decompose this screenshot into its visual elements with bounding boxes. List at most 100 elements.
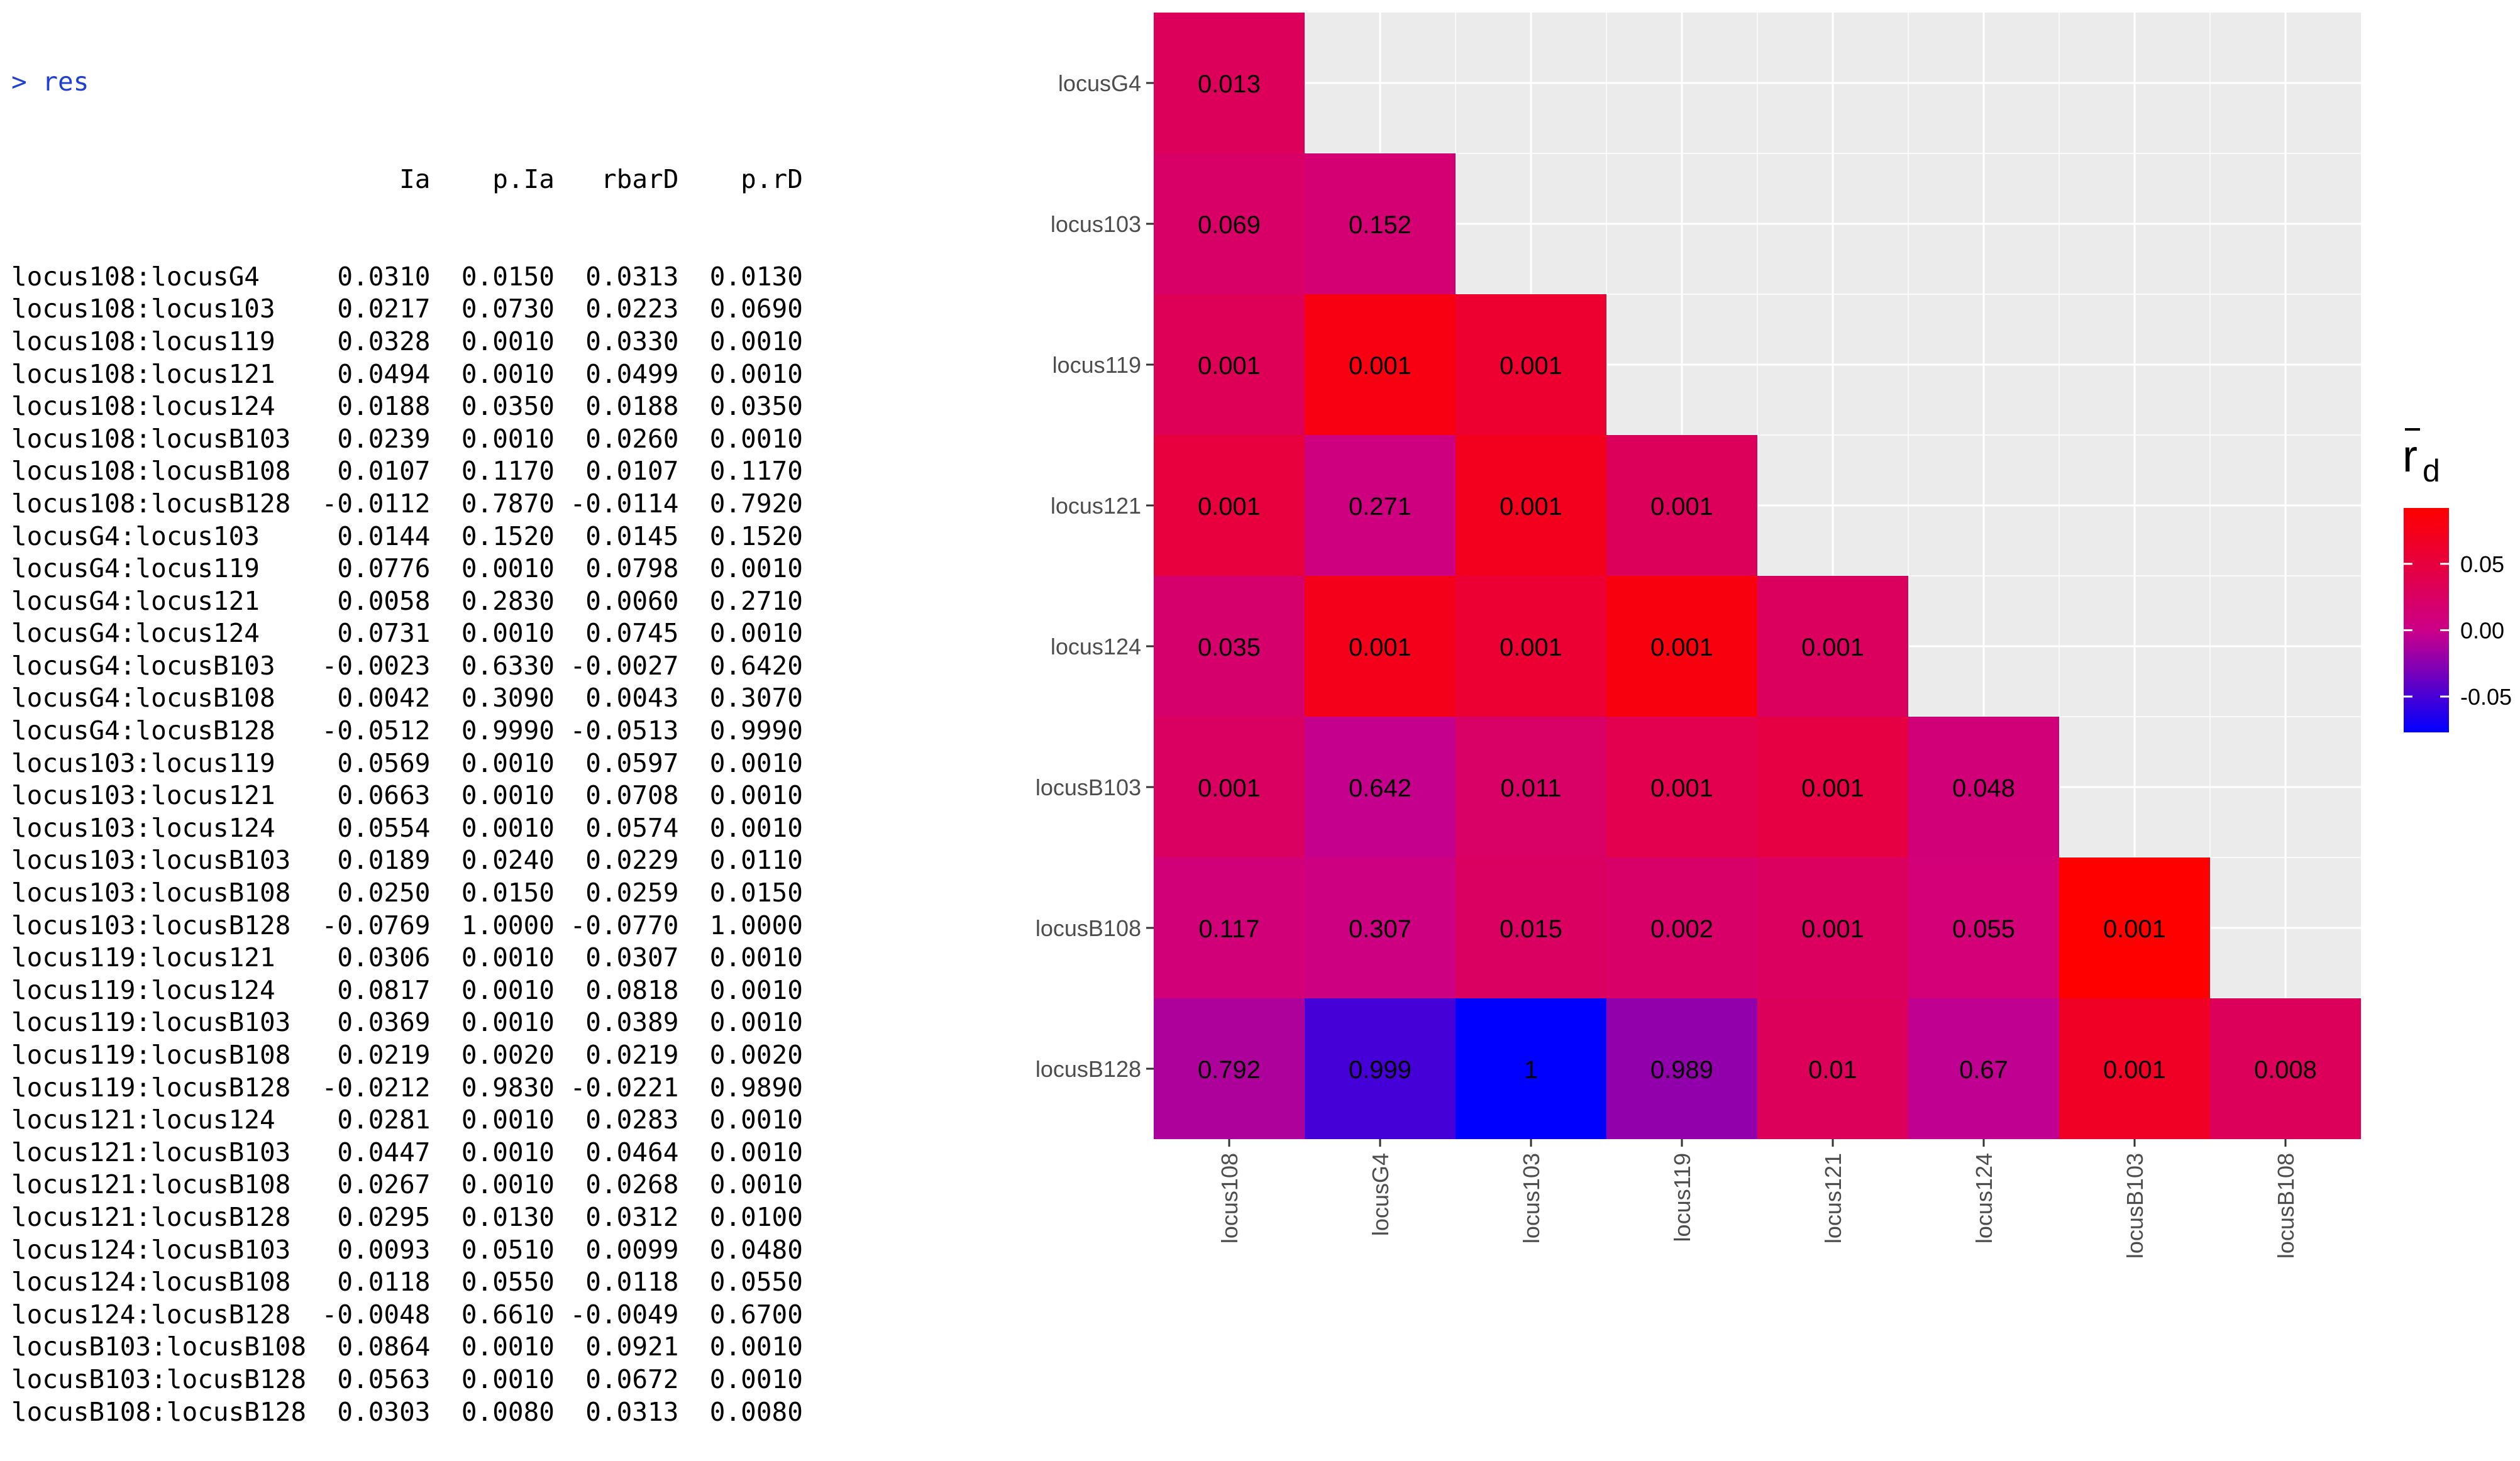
cell-label: 0.001 [1349, 352, 1412, 380]
heatmap-cell [1305, 576, 1456, 717]
table-row: locusG4:locus119 0.0776 0.0010 0.0798 0.… [11, 553, 803, 584]
heatmap-cell [2059, 857, 2210, 998]
table-row: locus108:locus124 0.0188 0.0350 0.0188 0… [11, 391, 803, 422]
table-row: locus108:locusG4 0.0310 0.0150 0.0313 0.… [11, 261, 803, 292]
cell-label: 0.01 [1808, 1056, 1857, 1084]
table-row: locus119:locus121 0.0306 0.0010 0.0307 0… [11, 942, 803, 973]
cell-label: 0.013 [1198, 70, 1261, 98]
cell-label: 0.002 [1650, 915, 1713, 943]
cell-label: 0.792 [1198, 1056, 1261, 1084]
table-row: locus103:locusB128 -0.0769 1.0000 -0.077… [11, 910, 803, 940]
heatmap-cell [1757, 857, 1908, 998]
x-tick-label: locusB103 [2122, 1153, 2148, 1259]
cell-label: 0.001 [1198, 352, 1261, 380]
heatmap-cell [1456, 717, 1606, 857]
table-row: locus103:locus121 0.0663 0.0010 0.0708 0… [11, 780, 803, 811]
legend-title-subscript: d [2423, 453, 2440, 488]
legend-tick-label: -0.05 [2460, 684, 2512, 710]
legend-tick-label: 0.05 [2460, 551, 2504, 577]
cell-label: 0.001 [1500, 634, 1562, 661]
heatmap-cell [1154, 13, 1305, 153]
cell-label: 0.989 [1650, 1056, 1713, 1084]
cell-label: 0.67 [1959, 1056, 2008, 1084]
cell-label: 0.307 [1349, 915, 1412, 943]
y-tick-label: locusB108 [1036, 915, 1141, 941]
table-row: locus119:locusB108 0.0219 0.0020 0.0219 … [11, 1040, 803, 1070]
x-tick-label: locusB108 [2273, 1153, 2299, 1259]
heatmap-cell [1456, 294, 1606, 435]
table-row: locus121:locusB103 0.0447 0.0010 0.0464 … [11, 1137, 803, 1167]
table-row: locus108:locusB103 0.0239 0.0010 0.0260 … [11, 423, 803, 454]
cell-label: 0.001 [1650, 634, 1713, 661]
table-row: locus124:locusB128 -0.0048 0.6610 -0.004… [11, 1299, 803, 1330]
table-row: locus103:locusB103 0.0189 0.0240 0.0229 … [11, 845, 803, 876]
table-row: locus108:locusB128 -0.0112 0.7870 -0.011… [11, 488, 803, 519]
table-row: locus108:locus103 0.0217 0.0730 0.0223 0… [11, 294, 803, 324]
heatmap-cell [1908, 998, 2059, 1139]
y-tick-label: locus119 [1053, 352, 1141, 378]
cell-label: 0.642 [1349, 775, 1412, 802]
cell-label: 0.152 [1349, 211, 1412, 239]
heatmap-cell [1305, 294, 1456, 435]
x-tick-label: locus124 [1971, 1153, 1997, 1243]
table-row: locus103:locus119 0.0569 0.0010 0.0597 0… [11, 747, 803, 778]
cell-label: 0.001 [1349, 634, 1412, 661]
heatmap-cell [1154, 998, 1305, 1139]
table-row: locus119:locusB103 0.0369 0.0010 0.0389 … [11, 1007, 803, 1038]
heatmap-cell [1606, 576, 1757, 717]
cell-label: 0.271 [1349, 493, 1412, 521]
heatmap-cell [1154, 294, 1305, 435]
cell-label: 0.001 [1198, 775, 1261, 802]
cell-label: 0.008 [2254, 1056, 2317, 1084]
heatmap-cell [1908, 857, 2059, 998]
cell-label: 0.048 [1952, 775, 2015, 802]
r-console-output: > res Ia p.Ia rbarD p.rD locus108:locusG… [11, 1, 954, 1426]
cell-label: 0.001 [1500, 493, 1562, 521]
table-row: locus124:locusB108 0.0118 0.0550 0.0118 … [11, 1267, 803, 1298]
heatmap-cell [1757, 576, 1908, 717]
heatmap-cell [1456, 998, 1606, 1139]
y-tick-label: locusB103 [1036, 775, 1141, 800]
table-row: locusG4:locus121 0.0058 0.2830 0.0060 0.… [11, 585, 803, 616]
cell-label: 0.035 [1198, 634, 1261, 661]
table-row: locus108:locus119 0.0328 0.0010 0.0330 0… [11, 326, 803, 356]
x-tick-label: locus108 [1217, 1153, 1242, 1243]
table-row: locusG4:locusB128 -0.0512 0.9990 -0.0513… [11, 715, 803, 746]
x-tick-label: locusG4 [1368, 1153, 1393, 1236]
heatmap-cell [1606, 717, 1757, 857]
y-tick-label: locusG4 [1058, 70, 1141, 96]
heatmap-cell [1606, 435, 1757, 576]
table-row: locus108:locusB108 0.0107 0.1170 0.0107 … [11, 456, 803, 487]
cell-label: 0.011 [1500, 775, 1561, 802]
cell-label: 0.001 [1801, 634, 1864, 661]
heatmap-cell [1305, 153, 1456, 294]
x-tick-label: locus103 [1518, 1153, 1544, 1243]
table-header: Ia p.Ia rbarD p.rD [11, 163, 803, 194]
table-row: locus121:locus124 0.0281 0.0010 0.0283 0… [11, 1105, 803, 1135]
legend-title: r [2402, 431, 2418, 482]
console-prompt: > res [11, 67, 89, 97]
cell-label: 0.015 [1500, 915, 1562, 943]
x-tick-label: locus121 [1820, 1153, 1846, 1243]
table-row: locus119:locusB128 -0.0212 0.9830 -0.022… [11, 1072, 803, 1103]
table-row: locus103:locus124 0.0554 0.0010 0.0574 0… [11, 812, 803, 843]
cell-label: 1 [1524, 1056, 1538, 1084]
table-row: locusB108:locusB128 0.0303 0.0080 0.0313… [11, 1396, 803, 1427]
heatmap-cell [1456, 857, 1606, 998]
heatmap-cell [1154, 857, 1305, 998]
heatmap-cell [1305, 857, 1456, 998]
table-row: locus103:locusB108 0.0250 0.0150 0.0259 … [11, 878, 803, 908]
cell-label: 0.001 [1650, 775, 1713, 802]
heatmap-cell [2059, 998, 2210, 1139]
cell-label: 0.999 [1349, 1056, 1412, 1084]
heatmap-cell [1757, 998, 1908, 1139]
y-tick-label: locus124 [1051, 634, 1141, 659]
heatmap-cell [1606, 998, 1757, 1139]
table-row: locusG4:locus103 0.0144 0.1520 0.0145 0.… [11, 521, 803, 551]
cell-label: 0.117 [1198, 915, 1259, 943]
table-row: locus121:locusB108 0.0267 0.0010 0.0268 … [11, 1169, 803, 1200]
cell-label: 0.001 [2103, 1056, 2166, 1084]
heatmap-chart: 0.0130.069 0.1520.001 0.001 0.0010.001 0.271… [1036, 13, 2512, 1259]
heatmap-cell [1305, 998, 1456, 1139]
heatmap-cell [1305, 435, 1456, 576]
